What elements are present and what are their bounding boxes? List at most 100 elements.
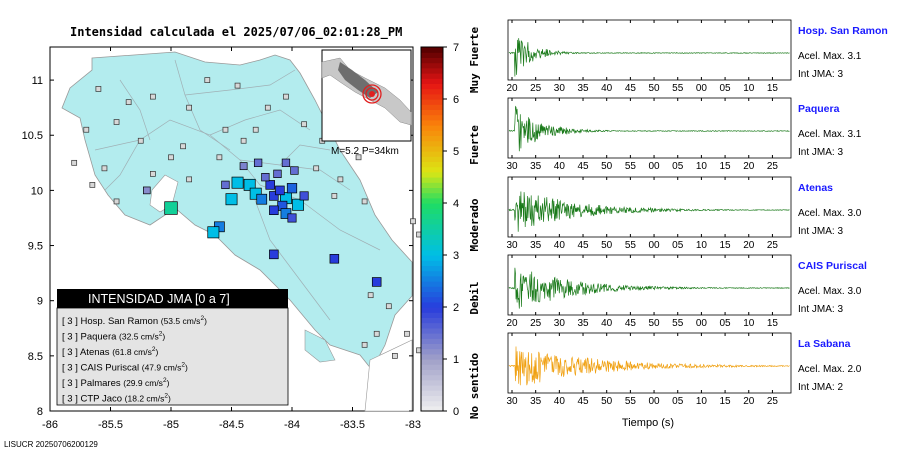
legend-value: (29.9 cm/s	[123, 378, 163, 388]
colorbar-step-65	[421, 67, 443, 74]
legend-close: )	[162, 332, 165, 342]
station-acel-4: Acel. Max. 2.0	[798, 364, 862, 375]
legend-unit-sup: 2	[152, 346, 156, 353]
colorbar-step-5	[421, 379, 443, 386]
colorbar-step-17	[421, 317, 443, 324]
gray-station-20	[71, 159, 78, 166]
gray-station-15	[313, 165, 320, 172]
y-tick-label-3: 9.5	[28, 241, 43, 253]
legend-close: )	[168, 394, 171, 404]
wave-tick-label: 05	[672, 240, 684, 251]
gray-station-36	[222, 126, 229, 133]
wave-tick-label: 10	[696, 161, 708, 172]
colorbar-step-11	[421, 348, 443, 355]
colorbar-step-40	[421, 197, 443, 204]
wave-tick-label: 45	[577, 396, 589, 407]
gray-station-14	[337, 176, 344, 183]
colorbar-tick-label-7: 7	[453, 42, 459, 54]
legend-level: [ 3 ]	[62, 347, 80, 358]
gray-station-6	[204, 77, 211, 83]
wave-tick-label: 45	[577, 240, 589, 251]
colorbar-gradient	[421, 47, 443, 412]
colorbar-step-20	[421, 301, 443, 308]
colorbar-step-68	[421, 52, 443, 58]
legend-item-1: [ 3 ] Paquera (32.5 cm/s2)	[62, 331, 165, 343]
wave-tick-label: 15	[767, 318, 779, 329]
wave-tick-label: 40	[601, 83, 613, 94]
gray-station-10	[301, 121, 307, 128]
wave-tick-label: 25	[530, 83, 542, 94]
colorbar-category-2: Moderado	[468, 198, 481, 251]
waveform-frame-2	[507, 176, 792, 238]
station-marker-10	[265, 180, 275, 190]
colorbar-step-48	[421, 156, 443, 162]
x-tick-label-3: -84.5	[219, 419, 244, 431]
wave-tick-label: 25	[767, 240, 779, 251]
wave-tick-label: 45	[577, 161, 589, 172]
wave-tick-label: 35	[530, 161, 542, 172]
legend-close: )	[167, 378, 170, 388]
legend-station: Paquera	[80, 332, 119, 343]
colorbar-step-38	[421, 208, 443, 214]
waveform-frame-0	[507, 19, 792, 81]
wave-tick-label: 05	[672, 161, 684, 172]
legend-unit-sup: 2	[159, 331, 163, 338]
y-tick-label-5: 8.5	[28, 351, 43, 363]
colorbar-tick-label-4: 4	[453, 198, 459, 210]
waveform-panel-3: 20 25 30 35 40 45 50 55 00 05 10 15 CAIS Puriscal Ace…	[506, 254, 867, 329]
gray-station-23	[180, 143, 186, 150]
legend-item-4: [ 3 ] Palmares (29.9 cm/s2)	[62, 377, 170, 389]
legend-station: CAIS Puriscal	[80, 363, 141, 374]
gray-station-29	[385, 303, 392, 310]
station-marker-2	[249, 187, 262, 200]
gray-station-24	[216, 154, 223, 161]
colorbar-step-47	[421, 161, 443, 168]
wave-tick-label: 10	[696, 396, 708, 407]
map-y-ticks: 11 10.5 10 9.5 9 8.5 8	[22, 75, 413, 418]
wave-tick-label: 35	[577, 318, 589, 329]
colorbar-ticks: 0 1 2 3 4 5 6 7	[443, 42, 459, 418]
legend-close: )	[185, 363, 188, 373]
legend-value: (32.5 cm/s	[119, 332, 159, 342]
colorbar-step-33	[421, 234, 443, 240]
colorbar-step-1	[421, 400, 443, 407]
colorbar-step-62	[421, 83, 443, 90]
colorbar-step-49	[421, 151, 443, 157]
location-inset: M=5.2 P=34km	[321, 49, 412, 157]
gray-station-17	[101, 165, 108, 172]
footer-id: LISUCR 20250706200129	[4, 440, 98, 449]
y-tick-label-0: 11	[32, 75, 43, 87]
wave-tick-label: 35	[530, 240, 542, 251]
station-marker-21	[273, 169, 282, 178]
x-tick-label-6: -83	[405, 419, 421, 431]
colorbar-category-4: Muy Fuerte	[468, 27, 481, 94]
wave-tick-label: 30	[554, 318, 566, 329]
station-marker-5	[292, 198, 305, 211]
wave-tick-label: 05	[720, 318, 732, 329]
wave-tick-label: 15	[720, 240, 732, 251]
intensity-legend: INTENSIDAD JMA [0 a 7] [ 3 ] Hosp. San R…	[56, 289, 289, 406]
gray-station-4	[150, 93, 156, 100]
colorbar-step-64	[421, 73, 443, 79]
legend-value: (53.5 cm/s	[161, 316, 201, 326]
gray-station-7	[234, 82, 241, 89]
colorbar-category-0: No sentido	[468, 353, 481, 420]
gray-station-37	[252, 126, 259, 133]
wave-tick-label: 10	[696, 240, 708, 251]
station-marker-24	[253, 158, 263, 167]
wave-tick-label: 55	[672, 318, 684, 329]
waveform-panel-0: 20 25 30 35 40 45 50 55 00 05 10 15 Hosp. San Ramon A…	[506, 19, 888, 94]
colorbar-step-56	[421, 114, 443, 121]
station-jma-3: Int JMA: 3	[798, 304, 843, 315]
legend-station: Palmares	[80, 378, 123, 389]
wave-tick-label: 00	[696, 83, 708, 94]
waveform-trace-2	[508, 191, 790, 232]
waveform-trace-3	[508, 267, 790, 309]
y-tick-label-6: 8	[37, 406, 43, 418]
wave-tick-label: 35	[530, 396, 542, 407]
wave-tick-label: 20	[506, 83, 518, 94]
colorbar-step-30	[421, 249, 443, 256]
wave-tick-label: 15	[720, 161, 732, 172]
colorbar-tick-label-1: 1	[453, 354, 459, 366]
station-marker-14	[164, 201, 178, 215]
